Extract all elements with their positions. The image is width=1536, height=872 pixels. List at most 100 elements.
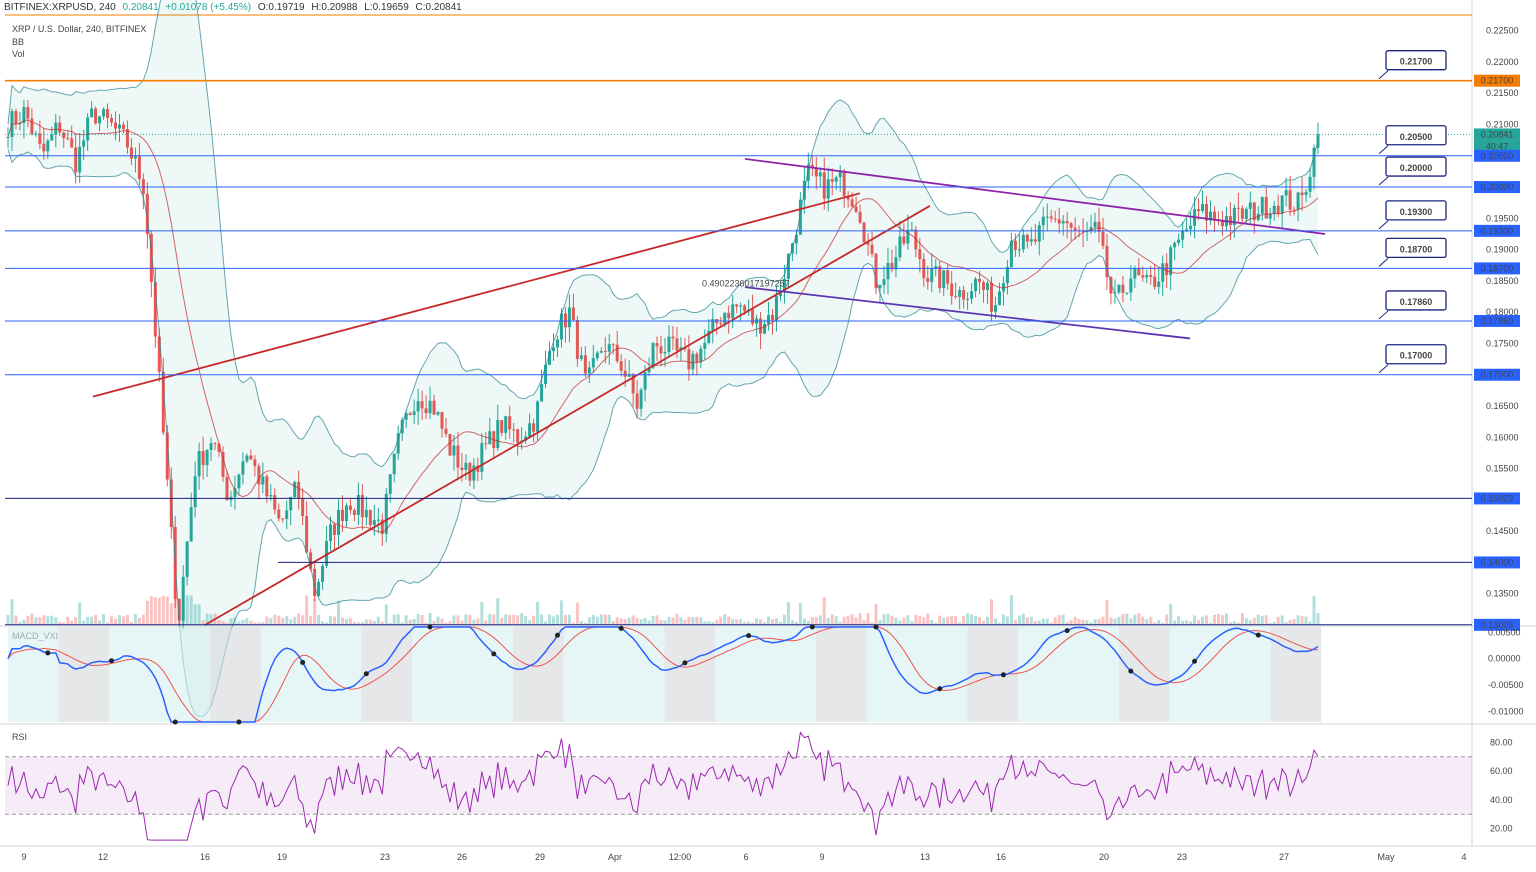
- level-callout-box: [1385, 50, 1447, 71]
- bb-legend[interactable]: BB: [12, 37, 25, 47]
- macd-tick-label: -0.01000: [1488, 706, 1524, 716]
- volume-bar: [1220, 615, 1224, 625]
- macd-cross-dot: [618, 625, 624, 631]
- volume-bar: [265, 616, 269, 625]
- volume-bar: [440, 618, 444, 625]
- candle-body: [42, 143, 46, 152]
- candle-body: [1117, 284, 1121, 293]
- macd-regime-band: [210, 627, 261, 722]
- candle-body: [376, 519, 380, 521]
- volume-bar: [468, 614, 472, 625]
- candle-body: [1252, 202, 1256, 221]
- price-tick-label: 0.13500: [1486, 589, 1519, 599]
- candle-body: [145, 193, 149, 235]
- volume-bar: [305, 595, 309, 625]
- candle-body: [1033, 239, 1037, 242]
- volume-bar: [918, 616, 922, 625]
- candle-body: [384, 493, 388, 534]
- candle-body: [552, 347, 556, 352]
- volume-bar: [1296, 615, 1300, 625]
- candle-body: [225, 476, 229, 501]
- volume-bar: [62, 622, 66, 625]
- level-callout-label: 0.17860: [1400, 297, 1433, 307]
- candle-body: [301, 498, 305, 517]
- candle-body: [1308, 176, 1312, 192]
- volume-bar: [205, 613, 209, 625]
- volume-bar: [743, 621, 747, 625]
- volume-bar: [336, 600, 340, 625]
- volume-bar: [759, 619, 763, 625]
- macd-cross-dot: [1192, 658, 1198, 664]
- candle-body: [1260, 197, 1264, 214]
- volume-bar: [94, 614, 98, 625]
- candle-body: [245, 455, 249, 462]
- volume-bar: [464, 614, 468, 625]
- rsi-tick-label: 60.00: [1490, 766, 1513, 776]
- candle-body: [675, 338, 679, 351]
- level-callout-pointer: [1378, 220, 1389, 230]
- volume-bar: [277, 615, 281, 625]
- symbol-label[interactable]: BITFINEX:XRPUSD, 240: [4, 2, 116, 13]
- macd-regime-band: [513, 627, 564, 722]
- candle-body: [336, 509, 340, 535]
- vol-legend[interactable]: Vol: [12, 49, 25, 59]
- volume-bar: [838, 621, 842, 625]
- volume-bar: [1252, 617, 1256, 625]
- candle-body: [627, 374, 631, 377]
- candle-body: [639, 389, 643, 409]
- volume-bar: [293, 616, 297, 625]
- volume-bar: [966, 613, 970, 625]
- price-axis-badge: [1474, 368, 1520, 381]
- volume-bar: [1121, 614, 1125, 625]
- candle-body: [1017, 249, 1021, 251]
- candle-body: [78, 146, 82, 173]
- candle-body: [1013, 240, 1017, 250]
- macd-cross-dot: [45, 650, 51, 656]
- candle-body: [774, 295, 778, 321]
- candle-body: [559, 313, 563, 340]
- candle-body: [663, 352, 667, 354]
- macd-regime-band: [109, 627, 160, 722]
- high-value: H:0.20988: [311, 2, 358, 13]
- volume-bar: [671, 617, 675, 625]
- volume-bar: [615, 617, 619, 625]
- channel-upper-trendline: [744, 158, 1326, 235]
- candle-body: [50, 134, 54, 141]
- volume-bar: [651, 615, 655, 625]
- candle-body: [102, 109, 106, 117]
- candle-body: [70, 138, 74, 148]
- price-axis-badge: [1474, 149, 1520, 162]
- macd-line: [7, 626, 1319, 723]
- level-callout-box: [1385, 290, 1447, 311]
- volume-bar: [1093, 619, 1097, 625]
- volume-bar: [727, 616, 731, 625]
- candle-body: [1189, 225, 1193, 230]
- candle-body: [22, 107, 26, 123]
- candle-body: [874, 253, 878, 289]
- volume-bar: [544, 621, 548, 625]
- candle-body: [1288, 190, 1292, 210]
- volume-bar: [74, 617, 78, 625]
- volume-bar: [1300, 616, 1304, 625]
- candle-body: [317, 581, 321, 597]
- volume-bar: [1248, 620, 1252, 625]
- volume-bar: [934, 622, 938, 625]
- candle-body: [970, 291, 974, 299]
- macd-cross-dot: [236, 719, 242, 725]
- level-callout-label: 0.21700: [1400, 57, 1433, 67]
- candle-body: [938, 266, 942, 289]
- volume-bar: [460, 620, 464, 625]
- candle-body: [902, 236, 906, 244]
- volume-bar: [177, 621, 181, 625]
- volume-bar: [978, 617, 982, 625]
- macd-regime-band: [58, 627, 109, 722]
- volume-bar: [1212, 614, 1216, 625]
- price-axis-badge-label: 0.13003: [1481, 620, 1514, 630]
- rsi-line: [7, 731, 1319, 841]
- volume-bar: [504, 614, 508, 625]
- volume-bar: [46, 615, 50, 625]
- candle-body: [74, 147, 78, 173]
- volume-bar: [1256, 614, 1260, 625]
- price-axis-badge: [1474, 181, 1520, 194]
